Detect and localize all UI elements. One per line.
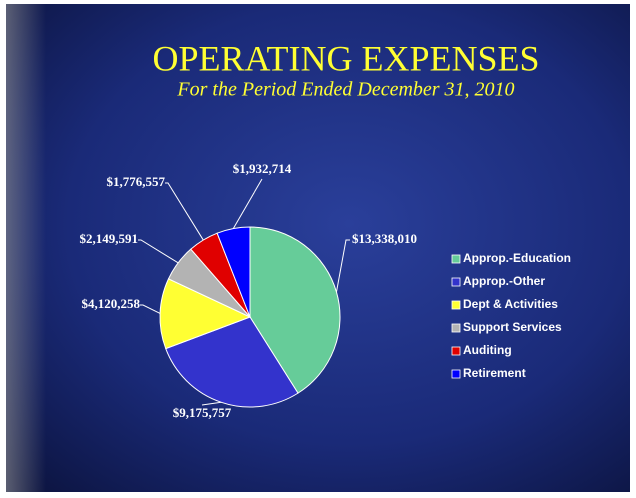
pie-slice bbox=[249, 226, 341, 394]
leader-line bbox=[140, 304, 161, 314]
legend-label: Approp.-Other bbox=[463, 274, 545, 288]
leader-line bbox=[165, 182, 204, 241]
background-edge bbox=[6, 4, 46, 492]
pie-slice bbox=[216, 226, 251, 318]
data-label: $9,175,757 bbox=[173, 405, 232, 420]
leader-line bbox=[201, 401, 222, 406]
legend-swatch bbox=[451, 300, 461, 310]
chart-title: OPERATING EXPENSES bbox=[152, 38, 539, 78]
legend-label: Dept & Activities bbox=[463, 297, 558, 311]
pie-slice bbox=[159, 278, 252, 350]
legend-swatch bbox=[451, 254, 461, 264]
leader-line bbox=[138, 239, 179, 264]
legend-label: Auditing bbox=[463, 343, 512, 357]
background bbox=[6, 4, 630, 492]
data-label: $2,149,591 bbox=[80, 231, 139, 246]
legend-swatch bbox=[451, 277, 461, 287]
leader-line bbox=[335, 239, 350, 293]
leader-line bbox=[232, 178, 263, 229]
chart-subtitle: For the Period Ended December 31, 2010 bbox=[176, 79, 514, 101]
data-label: $1,776,557 bbox=[107, 174, 166, 189]
legend-label: Approp.-Education bbox=[463, 251, 571, 265]
data-label: $1,932,714 bbox=[233, 161, 292, 176]
legend-swatch bbox=[451, 323, 461, 333]
data-label: $13,338,010 bbox=[352, 231, 417, 246]
legend-swatch bbox=[451, 346, 461, 356]
data-label: $4,120,258 bbox=[82, 296, 141, 311]
legend-label: Retirement bbox=[463, 366, 526, 380]
legend-label: Support Services bbox=[463, 320, 562, 334]
legend-swatch bbox=[451, 369, 461, 379]
pie-slice bbox=[165, 316, 299, 408]
